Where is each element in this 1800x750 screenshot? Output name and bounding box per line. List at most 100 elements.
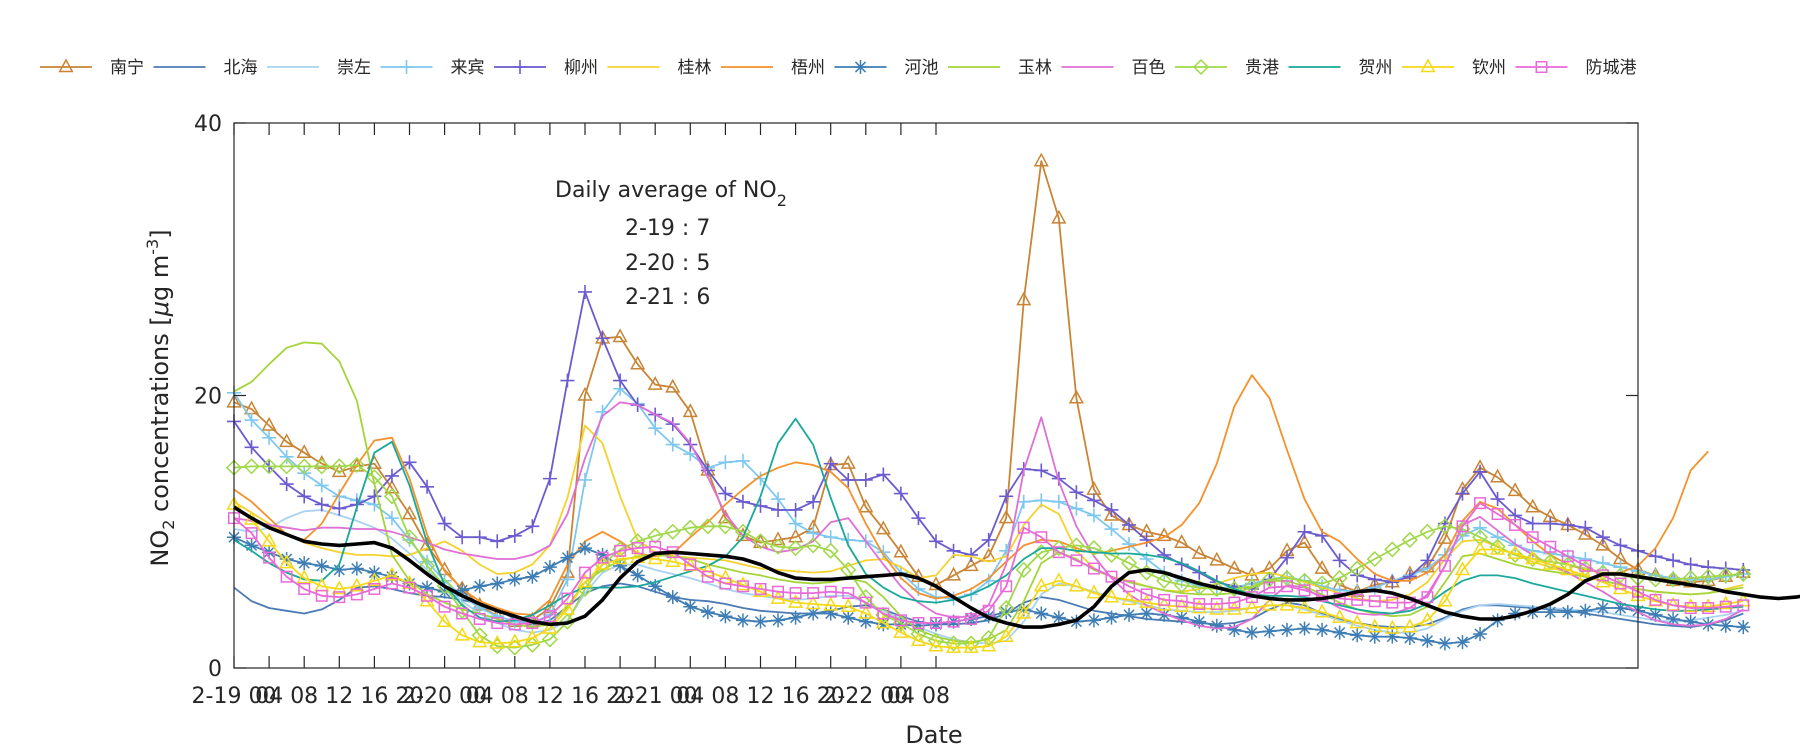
legend-label: 桂林: [678, 58, 712, 78]
legend-item: 南宁: [40, 58, 144, 78]
data-point: [1262, 624, 1277, 639]
data-point: [560, 550, 575, 565]
data-point: [684, 558, 697, 571]
data-point: [771, 613, 786, 628]
data-point: [1525, 550, 1541, 565]
data-point: [1051, 572, 1067, 587]
data-point: [1560, 561, 1576, 576]
data-point: [349, 561, 364, 576]
data-point: [1595, 530, 1610, 545]
data-point: [1227, 622, 1242, 637]
data-point: [1474, 497, 1487, 510]
data-point: [1614, 577, 1627, 590]
data-point: [1649, 593, 1662, 606]
data-point: [1103, 506, 1120, 521]
data-point: [1104, 610, 1119, 625]
data-point: [1509, 518, 1522, 531]
data-point: [1070, 554, 1083, 567]
data-point: [1175, 595, 1188, 608]
legend-label: 来宾: [451, 58, 485, 78]
data-point: [437, 613, 453, 627]
data-point: [1315, 622, 1330, 637]
data-point: [314, 478, 329, 493]
data-point: [333, 591, 346, 604]
data-point: [1351, 593, 1364, 606]
data-point: [857, 589, 874, 606]
legend-item: 来宾: [380, 58, 485, 78]
data-point: [279, 433, 295, 448]
data-point: [805, 595, 821, 610]
data-point: [699, 518, 716, 535]
data-point: [279, 554, 295, 569]
data-point: [403, 581, 416, 594]
data-point: [1015, 561, 1032, 578]
data-point: [1174, 534, 1190, 548]
data-point: [1535, 61, 1548, 73]
data-point: [350, 588, 363, 601]
data-point: [1191, 544, 1207, 559]
x-tick-label: 2-20 00: [402, 684, 487, 709]
data-point: [1226, 559, 1242, 574]
data-point: [384, 511, 399, 526]
x-tick-label: 20: [606, 684, 634, 709]
data-point: [1648, 549, 1663, 564]
data-point: [58, 58, 74, 73]
legend-item: 崇左: [267, 58, 371, 78]
x-tick-label: 08: [501, 684, 529, 709]
x-tick-label: 20: [817, 684, 845, 709]
x-tick-label: 04: [466, 684, 494, 709]
data-point: [1702, 602, 1715, 615]
data-point: [1736, 620, 1751, 635]
data-point: [1174, 598, 1190, 612]
data-point: [842, 587, 855, 600]
data-point: [631, 542, 644, 555]
data-point: [437, 516, 452, 531]
y-tick-label: 0: [208, 657, 222, 682]
data-point: [1139, 606, 1154, 621]
data-point: [1473, 464, 1488, 479]
data-point: [875, 520, 891, 535]
data-point: [332, 562, 347, 577]
data-point: [559, 600, 576, 615]
data-point: [489, 634, 505, 649]
data-point: [858, 614, 873, 629]
data-point: [770, 531, 786, 546]
data-point: [385, 577, 398, 590]
data-point: [1595, 601, 1610, 616]
data-point: [1068, 577, 1084, 592]
data-point: [1278, 570, 1296, 587]
x-tick-label: 12: [536, 684, 564, 709]
data-point: [1035, 531, 1048, 544]
data-point: [1684, 602, 1697, 615]
data-point: [719, 577, 732, 590]
data-point: [1332, 625, 1347, 640]
data-point: [420, 580, 435, 595]
data-point: [1579, 559, 1592, 572]
data-point: [437, 584, 452, 599]
data-point: [513, 60, 527, 74]
data-point: [772, 585, 785, 598]
data-point: [1086, 508, 1101, 523]
legend-label: 北海: [224, 58, 258, 78]
data-point: [331, 458, 348, 475]
data-point: [1120, 555, 1138, 572]
data-point: [262, 430, 277, 445]
data-point: [858, 498, 874, 513]
data-point: [1490, 468, 1506, 483]
data-point: [455, 530, 470, 545]
data-point: [1507, 482, 1523, 497]
data-point: [1542, 555, 1558, 570]
data-point: [998, 509, 1014, 524]
data-point: [332, 489, 347, 504]
data-point: [718, 486, 733, 501]
data-point: [261, 458, 278, 475]
data-point: [383, 488, 401, 505]
data-point: [788, 516, 803, 531]
data-point: [1280, 622, 1294, 637]
legend-item: 桂林: [607, 58, 712, 78]
data-point: [1455, 635, 1470, 650]
x-tick-label: 04: [887, 684, 915, 709]
data-point: [1209, 618, 1224, 633]
data-point: [1402, 618, 1418, 633]
